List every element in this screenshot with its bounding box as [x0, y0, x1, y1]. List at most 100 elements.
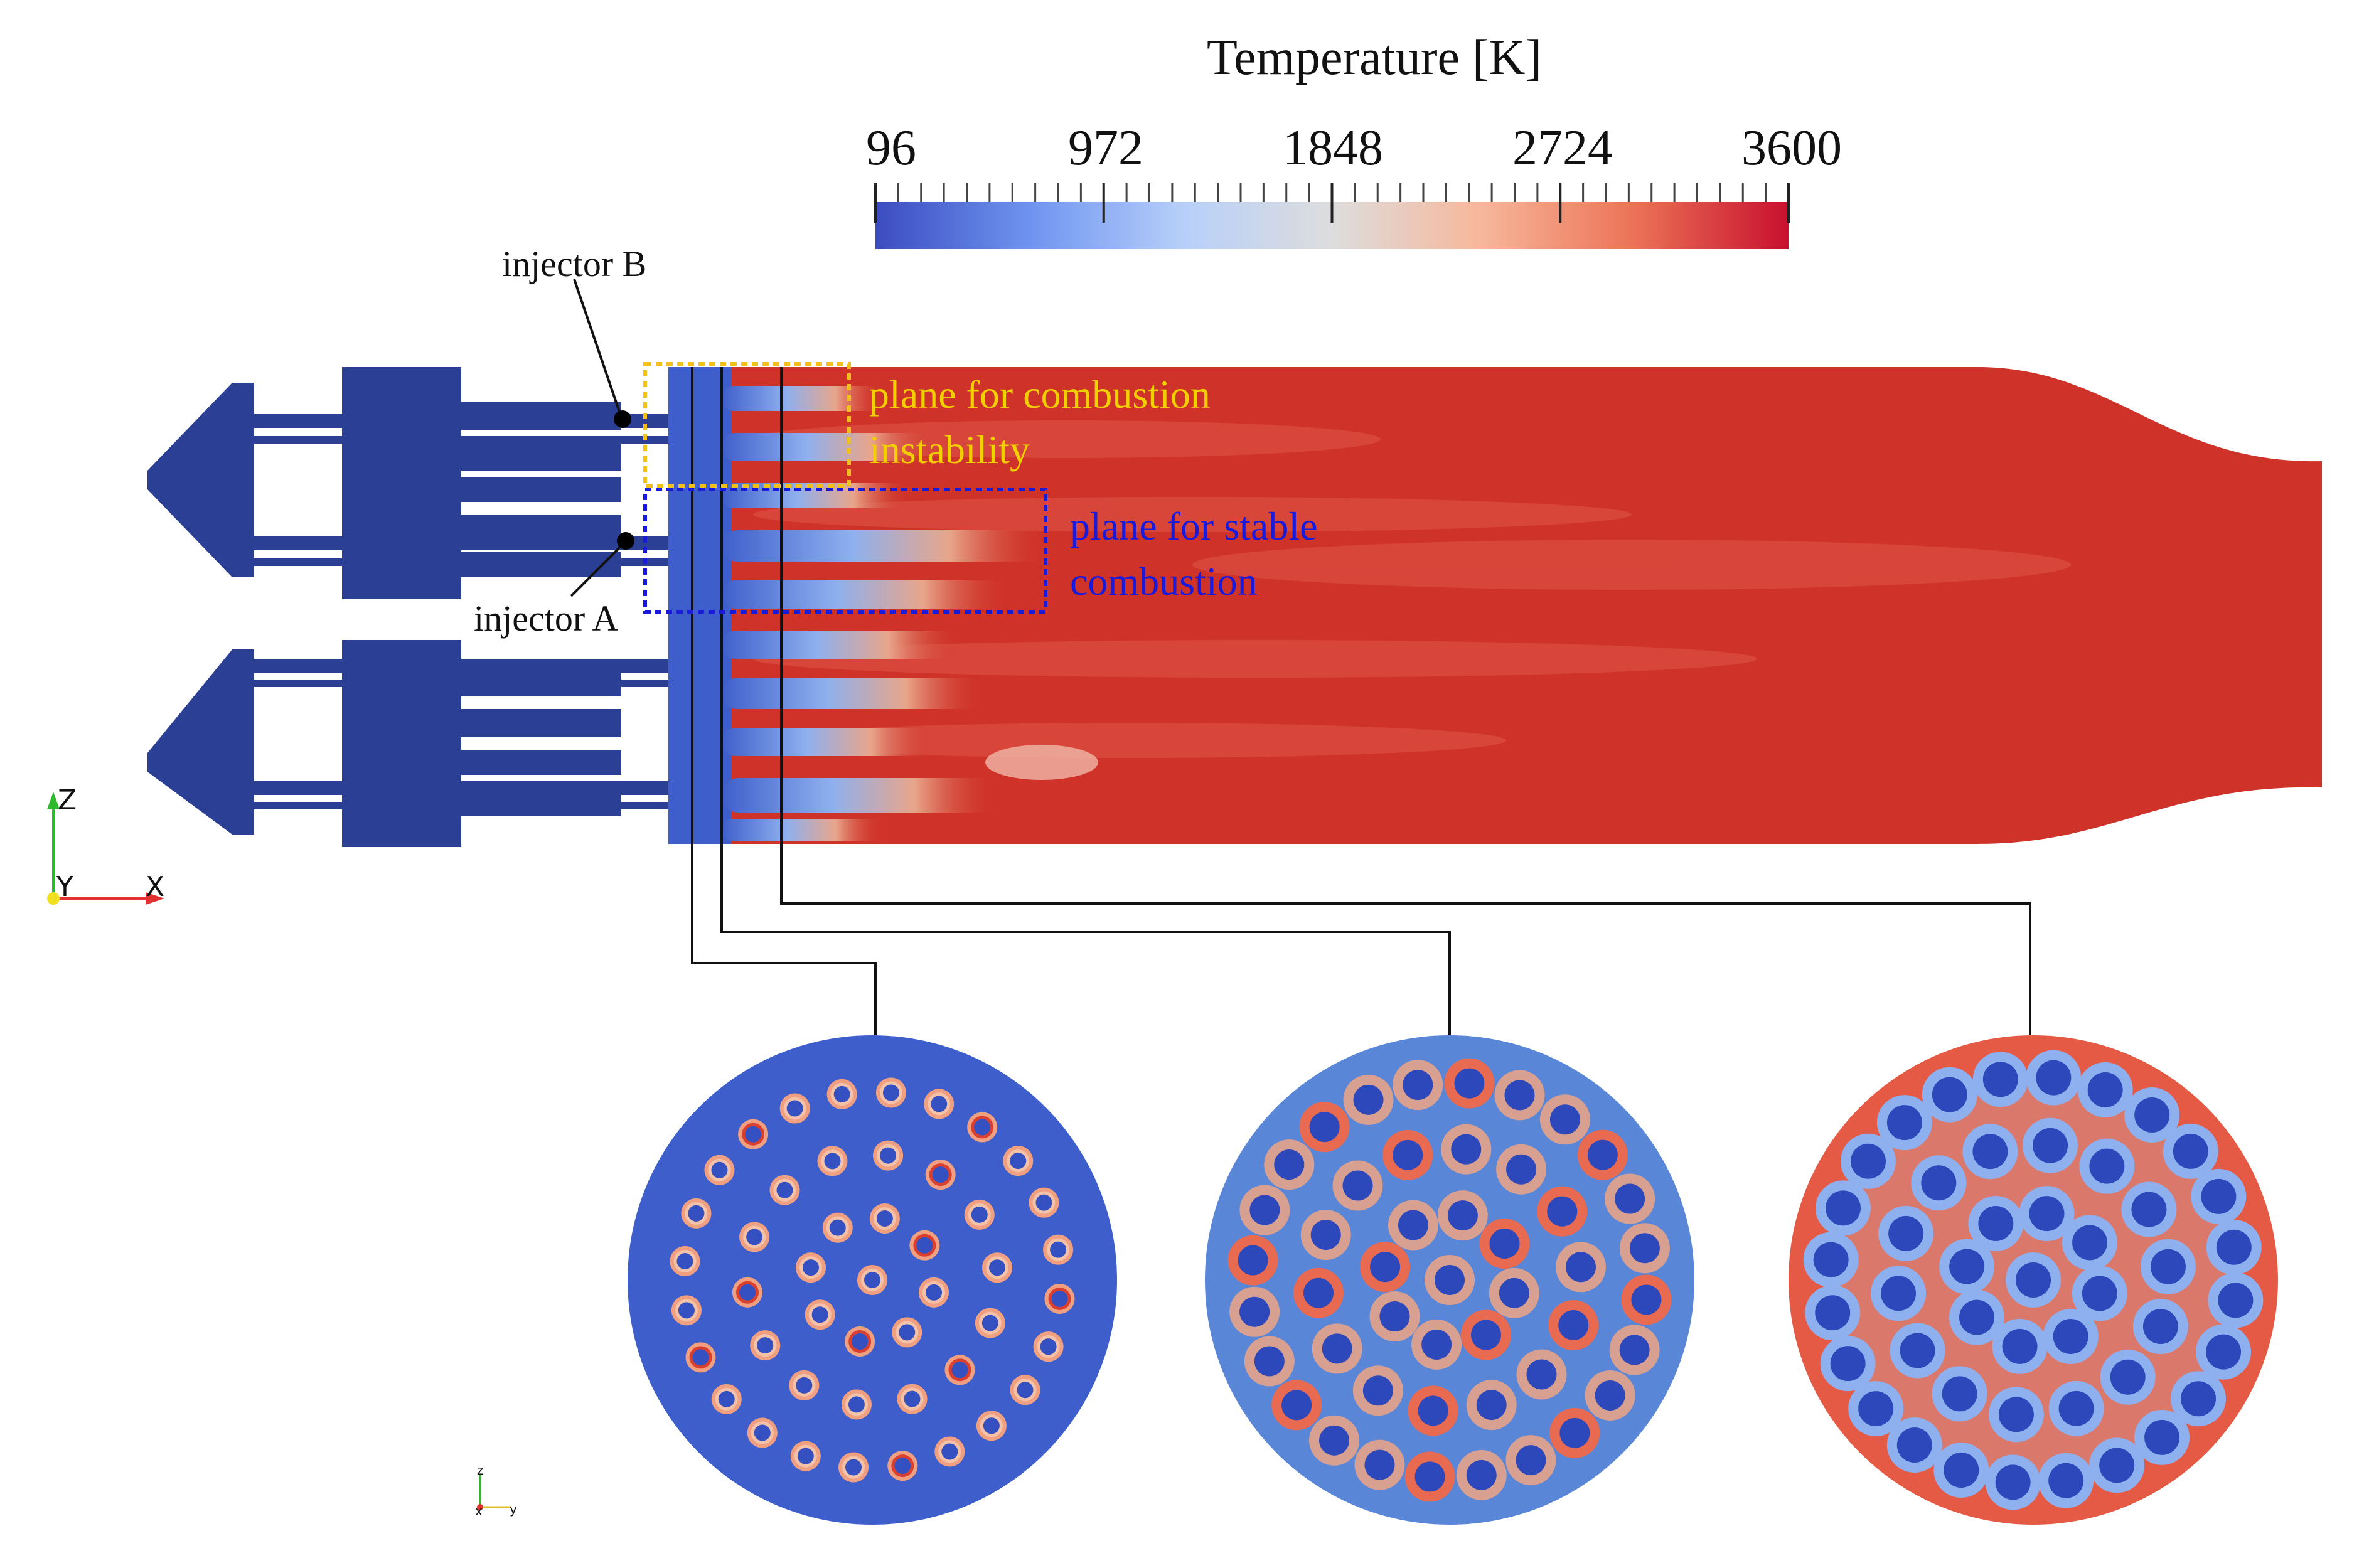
c3-flame-cell — [2132, 1299, 2188, 1355]
c2-flame-cell — [1585, 1370, 1635, 1421]
c3-flame-cell — [2062, 1215, 2118, 1271]
c2-flame-cell — [1312, 1323, 1362, 1374]
c3-flame-cell — [1968, 1195, 2024, 1251]
colorbar-tick-label: 1848 — [1283, 120, 1383, 176]
c3-flame-cell — [2077, 1062, 2133, 1117]
c3-flame-cell — [2191, 1168, 2247, 1224]
c2-flame-cell — [1229, 1286, 1280, 1337]
c2-flame-cell — [1461, 1309, 1512, 1360]
colorbar-major-ticks — [874, 183, 1790, 223]
instability-plane-box — [643, 362, 851, 488]
c1-injector-ring — [892, 1317, 922, 1348]
c2-flame-cell — [1609, 1325, 1660, 1375]
c2-flame-cell — [1343, 1074, 1394, 1125]
c1-injector-ring — [747, 1417, 778, 1448]
c1-injector-ring — [909, 1230, 940, 1261]
c1-injector-ring — [769, 1175, 800, 1205]
c3-flame-cell — [1890, 1323, 1945, 1379]
c1-injector-ring — [924, 1089, 955, 1119]
c3-flame-cell — [2023, 1117, 2078, 1173]
stable-plane-box — [643, 488, 1047, 614]
c3-flame-cell — [1820, 1336, 1876, 1392]
c2-flame-cell — [1299, 1102, 1350, 1153]
c1-injector-ring — [964, 1199, 995, 1230]
c3-flame-cell — [2171, 1371, 2227, 1427]
c1-injector-ring — [711, 1384, 742, 1414]
c1-injector-rings — [670, 1077, 1075, 1483]
c1-injector-ring — [944, 1355, 975, 1385]
c3-flame-cell — [1886, 1417, 1942, 1473]
axis-x-label: X — [146, 871, 164, 903]
c3-flame-cell — [2019, 1186, 2075, 1242]
cross-section-face — [628, 1035, 1117, 1525]
c2-flame-cell — [1466, 1380, 1517, 1431]
c3-flame-cell — [2100, 1349, 2156, 1405]
c1-injector-ring — [685, 1342, 716, 1373]
c3-flame-cell — [2134, 1409, 2190, 1465]
c2-flame-cell — [1352, 1365, 1403, 1416]
c1-injector-ring — [897, 1384, 928, 1414]
injector-a-callout: injector A — [474, 532, 634, 639]
c1-injector-ring — [1033, 1331, 1064, 1362]
c3-flame-cells — [1803, 1050, 2264, 1510]
c1-injector-ring — [967, 1112, 998, 1143]
c2-flame-cell — [1537, 1186, 1588, 1237]
c3-flame-cell — [1840, 1133, 1896, 1189]
c2-flame-cell — [1332, 1160, 1383, 1211]
c2-flame-cell — [1441, 1124, 1492, 1175]
c2-flame-cell — [1479, 1218, 1530, 1269]
c2-flame-cell — [1369, 1291, 1420, 1342]
axis-triad-large: Z Y X — [47, 784, 164, 905]
injector-a-marker — [617, 532, 634, 550]
c3-flame-cell — [2026, 1050, 2082, 1106]
c1-injector-ring — [925, 1160, 956, 1190]
c2-flame-cell — [1411, 1319, 1462, 1370]
c3-flame-cell — [1932, 1366, 1987, 1422]
c1-injector-ring — [1043, 1234, 1074, 1265]
injector-b-callout: injector B — [502, 243, 646, 428]
c1-injector-ring — [671, 1295, 702, 1326]
c3-flame-cell — [1949, 1289, 2004, 1345]
c2-flame-cell — [1496, 1144, 1547, 1195]
c3-flame-cell — [1985, 1454, 2041, 1510]
c1-injector-ring — [826, 1079, 857, 1109]
cross-section-mid — [1205, 1035, 1694, 1525]
c2-flame-cell — [1264, 1139, 1315, 1190]
c1-injector-ring — [670, 1246, 700, 1277]
c1-injector-ring — [982, 1252, 1013, 1283]
cross-section-leaders — [691, 367, 2031, 1035]
c2-flame-cell — [1300, 1209, 1351, 1260]
c3-flame-cell — [2079, 1138, 2135, 1194]
c2-flame-cell — [1456, 1449, 1507, 1500]
small-axis-z-label: z — [477, 1463, 484, 1478]
c3-flame-cell — [1911, 1155, 1967, 1211]
c1-injector-ring — [789, 1370, 820, 1400]
c2-flame-cell — [1577, 1129, 1628, 1180]
c1-injector-ring — [779, 1093, 810, 1124]
c3-flame-cell — [2208, 1272, 2264, 1328]
c2-flame-cell — [1244, 1336, 1295, 1387]
axis-y-label: Y — [56, 871, 73, 903]
c2-flame-cell — [1271, 1380, 1322, 1431]
c2-flame-cell — [1382, 1129, 1433, 1180]
c1-injector-ring — [732, 1277, 762, 1308]
c1-injector-ring — [841, 1389, 872, 1420]
colorbar-tick-label: 3600 — [1741, 120, 1842, 176]
c3-flame-cell — [2124, 1087, 2180, 1143]
c1-injector-ring — [873, 1140, 904, 1171]
c3-flame-cell — [1878, 1205, 1934, 1261]
c1-injector-ring — [681, 1198, 712, 1229]
c3-flame-cell — [2206, 1219, 2262, 1275]
c3-flame-cell — [2140, 1239, 2196, 1294]
c2-flame-cell — [1309, 1415, 1360, 1466]
c3-flame-cell — [2072, 1266, 2127, 1321]
c2-flame-cells — [1227, 1058, 1672, 1502]
c2-flame-cell — [1494, 1070, 1545, 1121]
c3-flame-cell — [1848, 1381, 1904, 1437]
small-axis-x-label: x — [475, 1503, 483, 1518]
injector-a-label: injector A — [474, 598, 618, 639]
stable-plane-label-line1: plane for stable — [1070, 504, 1318, 548]
c1-injector-ring — [805, 1299, 835, 1330]
combustion-chamber — [668, 367, 2322, 844]
